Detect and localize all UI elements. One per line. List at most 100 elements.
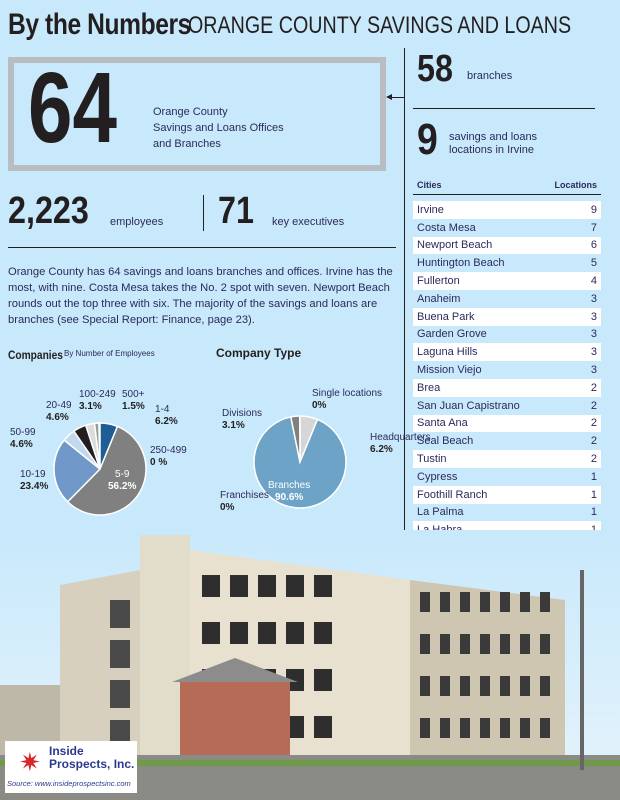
slice-percent: 23.4%	[20, 481, 49, 492]
slice-label: 10-19	[20, 469, 46, 480]
window	[420, 676, 430, 696]
table-row: Irvine 9	[413, 201, 601, 219]
window	[420, 634, 430, 654]
slice-percent: 4.6%	[46, 412, 69, 423]
city-name: Anaheim	[417, 292, 461, 305]
window	[540, 634, 550, 654]
slice-percent: 90.6%	[274, 492, 304, 503]
logo-name: Prospects, Inc.	[49, 757, 135, 771]
city-name: Irvine	[417, 203, 444, 216]
pie-slice-branches	[253, 416, 347, 509]
table-row: Brea 2	[413, 378, 601, 397]
slice-percent: 3.1%	[222, 420, 245, 431]
location-count: 2	[590, 417, 597, 430]
window	[110, 640, 130, 668]
inside-prospects-logo: ✷ Inside Prospects, Inc. Source: www.ins…	[5, 741, 137, 793]
window	[480, 676, 490, 696]
city-name: Mission Viejo	[417, 364, 482, 377]
table-row: Cypress 1	[413, 468, 601, 486]
chart-subtitle: By Number of Employees	[64, 349, 155, 358]
irvine-label: savings and loans	[449, 131, 538, 143]
window	[314, 716, 332, 738]
pie-label: 1-4 6.2%	[155, 404, 178, 428]
window	[258, 622, 276, 644]
window	[520, 718, 530, 738]
slice-label: 250-499	[150, 445, 187, 456]
pie-label: 10-19 23.4%	[20, 469, 48, 493]
city-name: Newport Beach	[417, 239, 493, 252]
companytype-chart-title: Company Type	[216, 346, 302, 360]
pie-label: Divisions 3.1%	[222, 408, 262, 432]
city-name: Laguna Hills	[417, 346, 478, 359]
logo-name: Inside	[49, 744, 84, 758]
slice-label: Franchises	[220, 490, 269, 501]
city-name: Brea	[417, 381, 441, 394]
window	[258, 575, 276, 597]
city-name: Foothill Ranch	[417, 488, 488, 501]
slice-percent: 0 %	[150, 457, 168, 468]
slice-percent: 0%	[312, 400, 327, 411]
slice-percent: 6.2%	[370, 444, 393, 455]
city-name: Garden Grove	[417, 328, 487, 341]
window	[500, 676, 510, 696]
pie-charts	[53, 415, 347, 516]
pie-label: 50-99 4.6%	[10, 427, 36, 451]
window	[286, 669, 304, 691]
window	[110, 680, 130, 708]
city-name: Costa Mesa	[417, 221, 476, 234]
window	[520, 592, 530, 612]
slice-label: 500+	[122, 389, 145, 400]
divider	[8, 247, 396, 248]
pie-label: 500+ 1.5%	[122, 389, 145, 413]
window	[460, 592, 470, 612]
city-name: Huntington Beach	[417, 257, 505, 270]
table-row: Newport Beach 6	[413, 236, 601, 255]
location-count: 2	[590, 435, 597, 448]
table-row: Seal Beach 2	[413, 432, 601, 450]
city-name: La Palma	[417, 506, 464, 519]
window	[202, 622, 220, 644]
slice-percent: 4.6%	[10, 439, 33, 450]
title-light: ORANGE COUNTY SAVINGS AND LOANS	[188, 12, 572, 39]
pie-slice-divisions	[289, 415, 301, 463]
location-count: 9	[590, 203, 597, 216]
irvine-label: locations in Irvine	[449, 144, 534, 156]
location-count: 3	[590, 364, 597, 377]
building-photo	[0, 530, 620, 800]
location-count: 3	[590, 346, 597, 359]
location-count: 4	[590, 275, 597, 288]
table-row: Santa Ana 2	[413, 414, 601, 433]
location-count: 1	[590, 506, 597, 519]
window	[286, 622, 304, 644]
employees-value: 2,223	[8, 190, 89, 232]
location-count: 7	[590, 221, 597, 234]
window	[460, 718, 470, 738]
window	[520, 634, 530, 654]
city-name: Santa Ana	[417, 417, 468, 430]
window	[480, 634, 490, 654]
pie-label: 5-9 56.2%	[108, 469, 136, 493]
table-row: Huntington Beach 5	[413, 254, 601, 272]
pie-label: Franchises 0%	[220, 490, 269, 514]
slice-label: Branches	[268, 480, 311, 491]
pie-label: Branches 90.6%	[268, 480, 310, 504]
window	[500, 592, 510, 612]
window	[420, 718, 430, 738]
hero-box	[8, 57, 386, 171]
irvine-value: 9	[417, 115, 438, 164]
slice-label: 100-249	[79, 389, 116, 400]
window	[540, 718, 550, 738]
slice-label: 5-9	[114, 469, 130, 480]
window	[540, 592, 550, 612]
title-bold: By the Numbers	[8, 8, 191, 41]
slice-label: Single locations	[312, 388, 383, 399]
slice-percent: 3.1%	[79, 401, 102, 412]
table-row: Anaheim 3	[413, 290, 601, 308]
table-row: Mission Viejo 3	[413, 361, 601, 379]
compass-icon: ✷	[19, 747, 41, 777]
city-name: Fullerton	[417, 275, 460, 288]
window	[460, 676, 470, 696]
location-count: 2	[590, 381, 597, 394]
window	[286, 575, 304, 597]
location-count: 2	[590, 399, 597, 412]
